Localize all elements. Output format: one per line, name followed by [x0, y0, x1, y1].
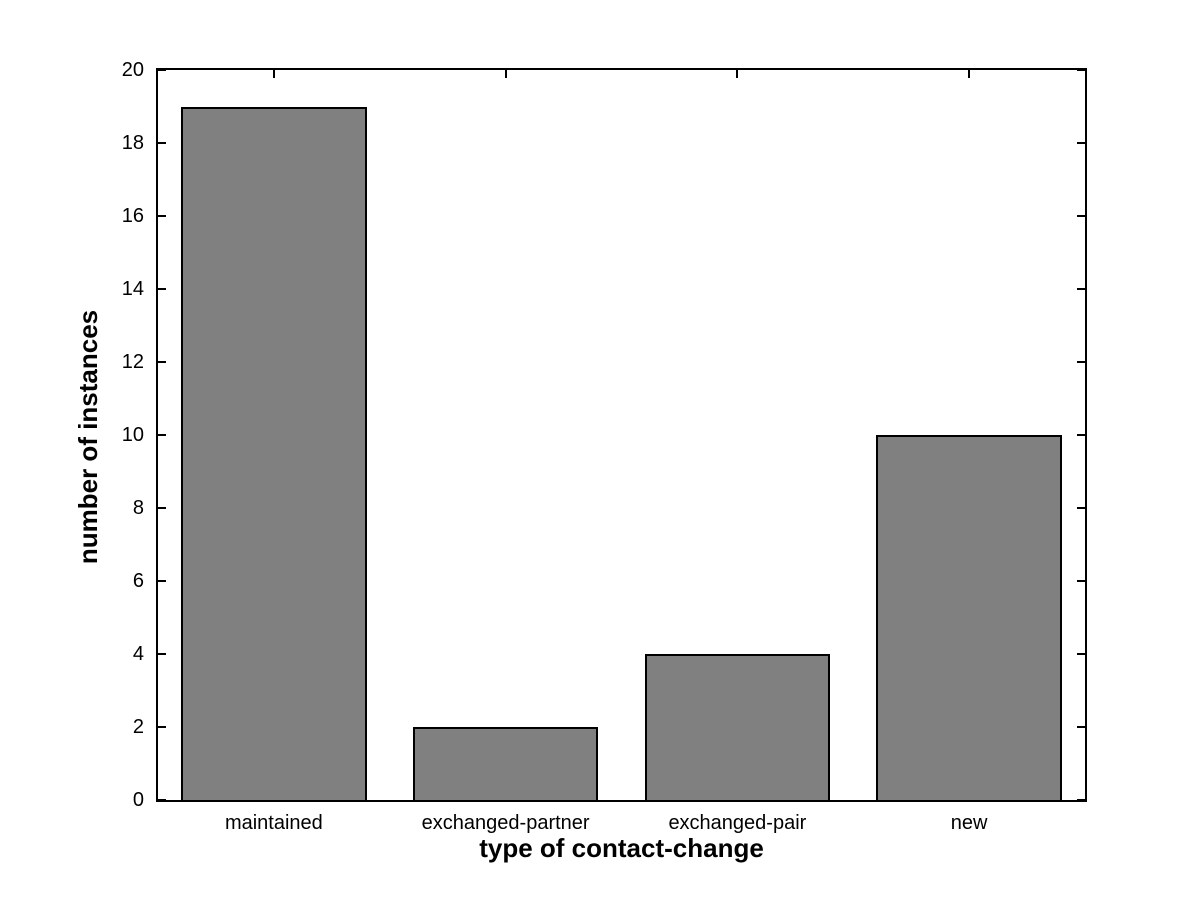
y-tick-label: 14 — [121, 278, 144, 300]
x-tick-top — [272, 70, 275, 78]
y-tick-label: 16 — [121, 205, 144, 227]
y-tick-right — [1077, 799, 1085, 801]
y-tick-right — [1077, 726, 1085, 728]
y-tick-label: 4 — [132, 643, 144, 665]
bar — [412, 727, 599, 800]
y-tick-left — [158, 726, 166, 728]
y-tick-label: 10 — [121, 424, 144, 446]
y-tick-left — [158, 288, 166, 290]
y-tick-left — [158, 434, 166, 436]
y-tick-left — [158, 507, 166, 509]
plot-area — [156, 68, 1087, 802]
x-tick-label: exchanged-partner — [421, 812, 590, 834]
bar — [876, 435, 1062, 800]
y-tick-left — [158, 653, 166, 655]
y-tick-label: 20 — [121, 59, 144, 81]
x-axis-label: type of contact-change — [479, 833, 764, 863]
y-tick-label: 2 — [132, 716, 144, 738]
x-tick-label: exchanged-pair — [668, 812, 807, 834]
x-tick-top — [504, 70, 507, 78]
y-tick-right — [1077, 361, 1085, 363]
y-tick-right — [1077, 507, 1085, 509]
y-tick-label: 18 — [121, 132, 144, 154]
y-tick-right — [1077, 288, 1085, 290]
bar — [644, 654, 831, 800]
x-tick-label: maintained — [224, 812, 323, 834]
y-tick-left — [158, 142, 166, 144]
y-tick-left — [158, 69, 166, 71]
bar — [181, 106, 367, 800]
y-tick-right — [1077, 215, 1085, 217]
y-tick-right — [1077, 580, 1085, 582]
x-tick-top — [736, 70, 739, 78]
x-tick-top — [968, 70, 971, 78]
y-tick-right — [1077, 142, 1085, 144]
y-tick-right — [1077, 653, 1085, 655]
y-tick-right — [1077, 69, 1085, 71]
y-tick-left — [158, 799, 166, 801]
y-tick-label: 12 — [121, 351, 144, 373]
y-tick-label: 0 — [132, 789, 144, 811]
y-tick-left — [158, 580, 166, 582]
y-tick-right — [1077, 434, 1085, 436]
y-tick-left — [158, 215, 166, 217]
y-tick-left — [158, 361, 166, 363]
y-tick-label: 8 — [132, 497, 144, 519]
y-tick-label: 6 — [132, 570, 144, 592]
x-tick-label: new — [950, 812, 988, 834]
